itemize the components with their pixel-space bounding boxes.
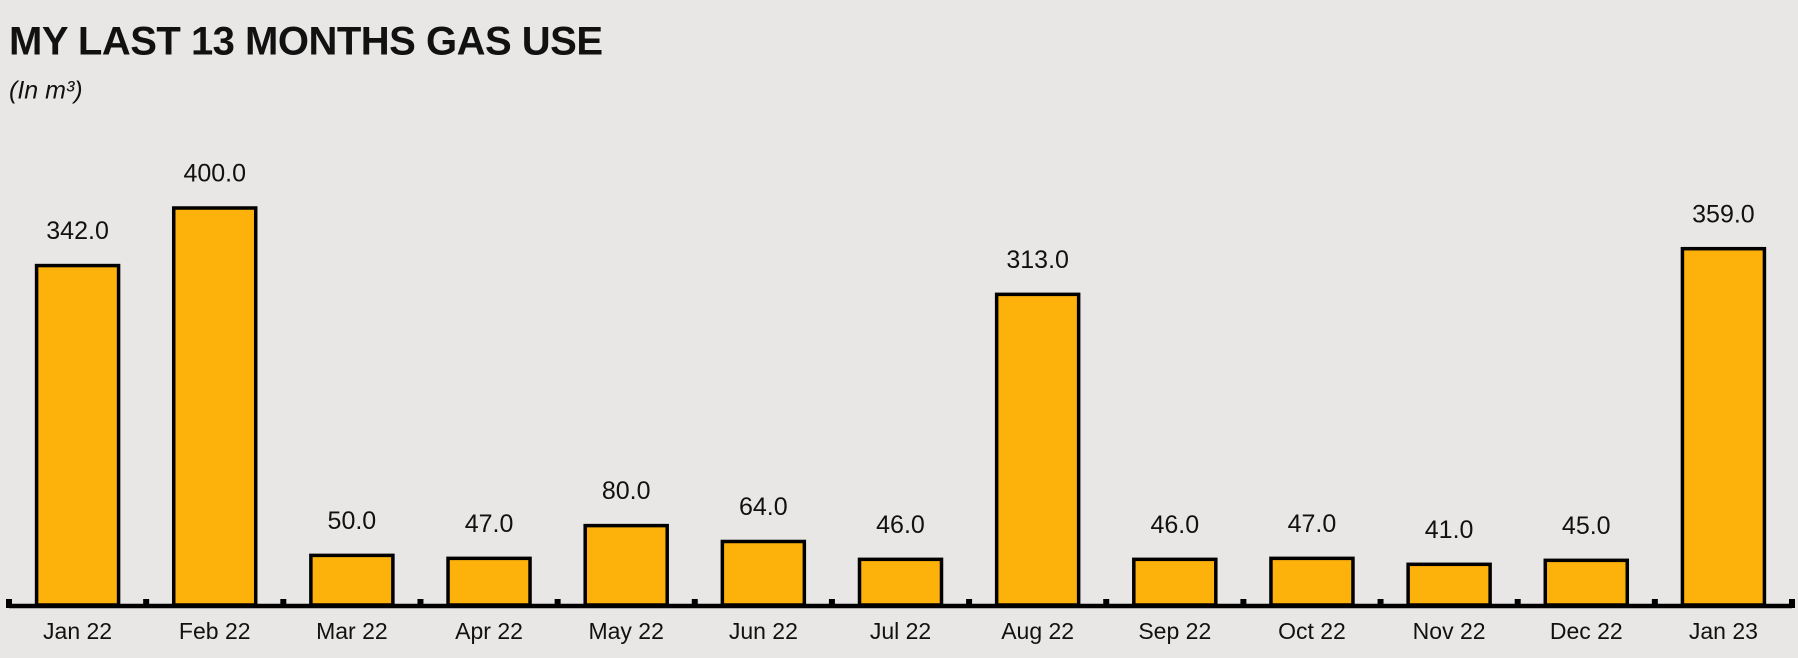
value-label: 50.0: [328, 507, 377, 535]
x-tick-label: Jan 22: [43, 618, 112, 644]
x-tick-label: Jan 23: [1689, 618, 1758, 644]
axis-tick: [6, 599, 12, 608]
x-tick-label: Sep 22: [1138, 618, 1211, 644]
axis-tick: [1651, 599, 1658, 608]
axis-tick: [1103, 599, 1110, 608]
value-label: 47.0: [1288, 510, 1337, 538]
chart-title: MY LAST 13 MONTHS GAS USE: [9, 20, 603, 64]
axis-tick: [280, 599, 287, 608]
value-label: 41.0: [1425, 516, 1474, 544]
axis-tick: [966, 599, 973, 608]
bar: [1406, 562, 1492, 607]
value-label: 47.0: [465, 510, 514, 538]
bar: [1132, 557, 1218, 607]
axis-tick: [1789, 599, 1795, 608]
axis-tick: [417, 599, 424, 608]
x-tick-label: Jun 22: [729, 618, 798, 644]
x-tick-label: Apr 22: [455, 618, 523, 644]
bar: [446, 556, 532, 607]
axis-tick: [1240, 599, 1247, 608]
bar: [1680, 246, 1767, 607]
axis-tick: [554, 599, 561, 608]
axis-tick: [828, 599, 835, 608]
x-tick-label: Oct 22: [1278, 618, 1346, 644]
axis-tick: [1377, 599, 1384, 608]
bar: [309, 553, 395, 607]
bar: [171, 206, 258, 607]
x-tick-label: Feb 22: [179, 618, 251, 644]
x-tick-label: Dec 22: [1550, 618, 1623, 644]
value-label: 46.0: [876, 511, 925, 539]
bar: [720, 539, 807, 607]
bar: [1543, 558, 1630, 607]
x-tick-label: Nov 22: [1413, 618, 1486, 644]
bar: [34, 263, 121, 607]
bar: [1269, 556, 1355, 607]
value-label: 80.0: [602, 477, 651, 505]
value-label: 400.0: [183, 160, 246, 188]
x-tick-label: Jul 22: [870, 618, 931, 644]
axis-tick: [143, 599, 150, 608]
bar: [994, 292, 1081, 607]
chart-subtitle: (In m³): [9, 77, 83, 105]
bar: [583, 523, 669, 607]
value-label: 359.0: [1692, 200, 1755, 228]
value-label: 313.0: [1006, 246, 1069, 274]
x-tick-label: Mar 22: [316, 618, 388, 644]
value-label: 46.0: [1150, 511, 1199, 539]
x-tick-label: May 22: [588, 618, 663, 644]
x-tick-label: Aug 22: [1001, 618, 1074, 644]
axis-tick: [1514, 599, 1521, 608]
value-label: 64.0: [739, 493, 788, 521]
value-label: 342.0: [46, 217, 109, 245]
value-label: 45.0: [1562, 512, 1611, 540]
axis-tick: [691, 599, 698, 608]
bar: [857, 557, 944, 607]
